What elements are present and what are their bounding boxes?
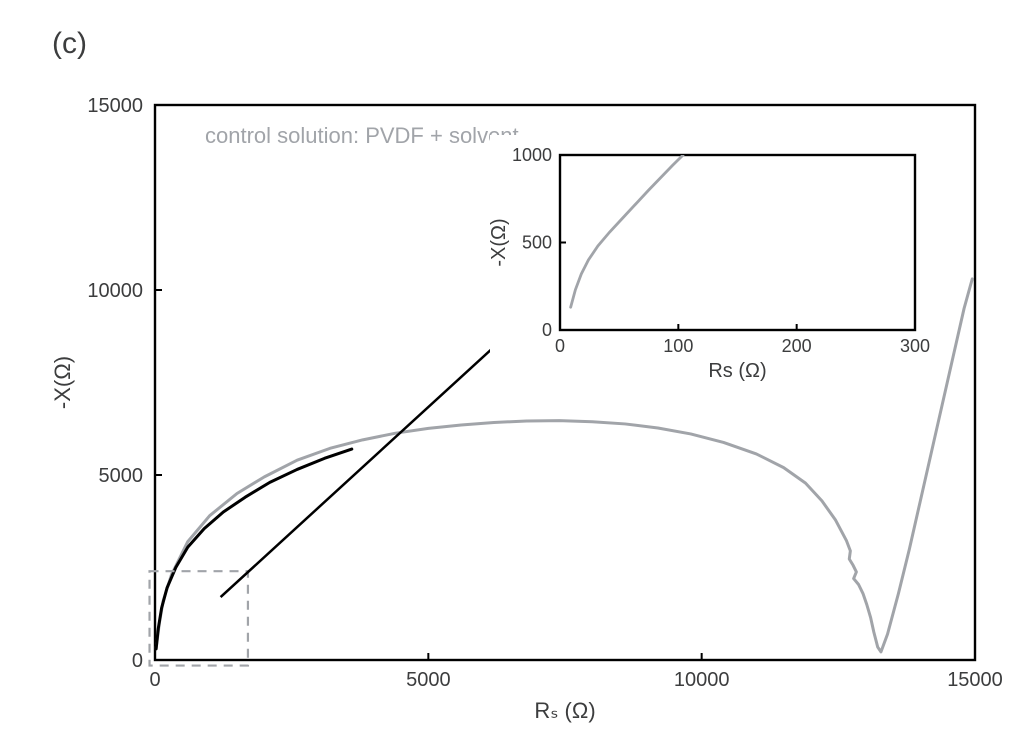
inset-xtick-label: 100 xyxy=(663,336,693,356)
main-xtick-label: 0 xyxy=(149,669,160,691)
main-xtick-label: 5000 xyxy=(406,669,451,691)
inset-ytick-label: 500 xyxy=(522,233,552,253)
zoom-arrow-line xyxy=(221,327,516,597)
main-ytick-label: 0 xyxy=(132,650,143,672)
panel-label: (c) xyxy=(52,27,87,60)
legend-text: control solution: PVDF + solvent xyxy=(205,123,519,148)
main-ytick-label: 5000 xyxy=(99,465,144,487)
inset-xtick-label: 200 xyxy=(782,336,812,356)
inset-xlabel: Rs (Ω) xyxy=(708,360,766,382)
inset-ytick-label: 1000 xyxy=(512,145,552,165)
inset-ytick-label: 0 xyxy=(542,320,552,340)
inset-ylabel: -X(Ω) xyxy=(488,218,510,266)
main-xlabel: Rₛ (Ω) xyxy=(534,698,595,723)
main-xtick-label: 10000 xyxy=(674,669,730,691)
main-ytick-label: 15000 xyxy=(87,95,143,117)
main-series-black xyxy=(156,449,352,649)
main-xtick-label: 15000 xyxy=(947,669,1003,691)
inset-xtick-label: 0 xyxy=(555,336,565,356)
main-ylabel: -X(Ω) xyxy=(50,356,75,409)
main-ytick-label: 10000 xyxy=(87,280,143,302)
inset-xtick-label: 300 xyxy=(900,336,930,356)
